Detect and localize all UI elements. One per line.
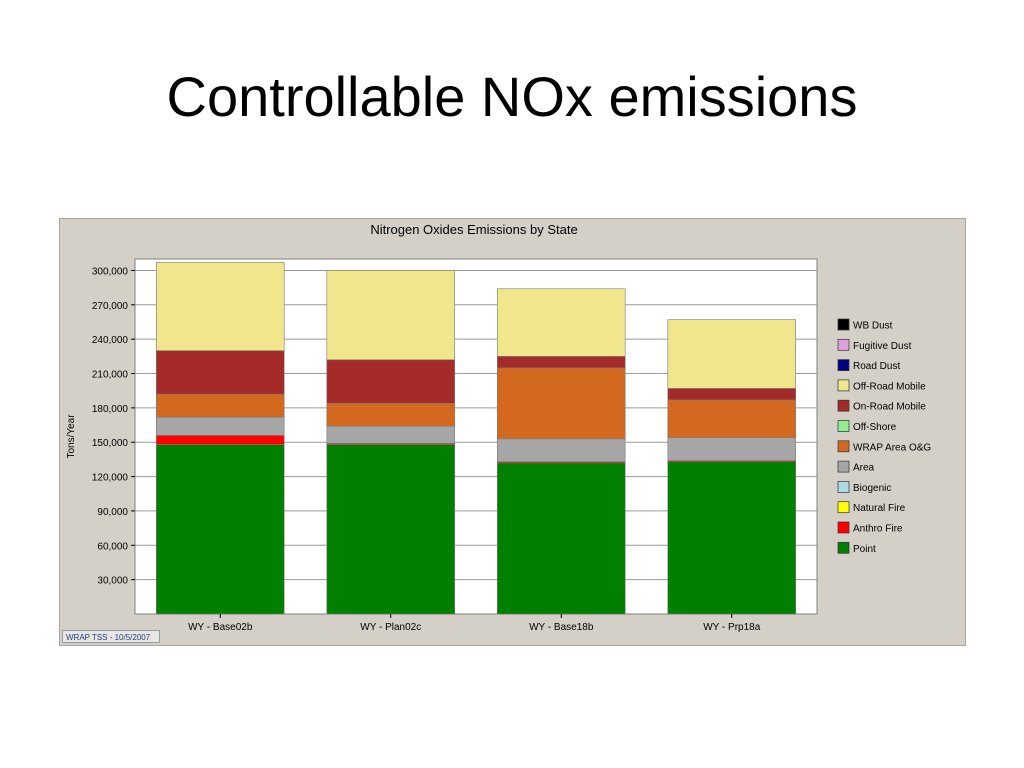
legend-label-point: Point [853, 544, 876, 555]
y-tick-label: 30,000 [97, 576, 128, 587]
y-axis-label: Tons/Year [66, 414, 77, 459]
legend-swatch-point [837, 541, 850, 554]
y-tick-label: 120,000 [92, 473, 129, 484]
bar-on-road-mobile-wy-base02b [156, 350, 285, 395]
y-tick-label: 150,000 [92, 438, 129, 449]
legend-label-fugitive-dust: Fugitive Dust [853, 341, 912, 352]
legend-swatch-road-dust [837, 359, 850, 371]
legend-label-anthro-fire: Anthro Fire [853, 524, 903, 535]
bar-on-road-mobile-wy-base18b [497, 356, 626, 369]
bar-anthro-fire-wy-base02b [156, 435, 285, 445]
bar-wrap-area-oandg-wy-base18b [497, 367, 626, 440]
bar-off-road-mobile-wy-plan02c [326, 270, 455, 361]
bar-point-wy-base18b [497, 462, 626, 615]
bar-area-wy-prp18a [667, 437, 796, 461]
bar-point-wy-plan02c [326, 444, 455, 615]
bar-point-wy-base02b [156, 444, 285, 615]
bar-off-road-mobile-wy-prp18a [667, 319, 796, 389]
legend-swatch-off-road-mobile [837, 379, 850, 392]
bar-area-wy-base18b [497, 438, 626, 462]
bar-point-wy-prp18a [667, 461, 796, 615]
legend-label-road-dust: Road Dust [853, 361, 900, 372]
bar-on-road-mobile-wy-prp18a [667, 388, 796, 401]
slide-title: Controllable NOx emissions [166, 65, 858, 128]
y-tick-label: 210,000 [92, 370, 129, 381]
chart-panel: Nitrogen Oxides Emissions by State 30,000… [59, 218, 966, 646]
legend-label-wb-dust: WB Dust [853, 321, 893, 332]
y-tick-label: 240,000 [92, 335, 129, 346]
bar-wrap-area-oandg-wy-prp18a [667, 399, 796, 438]
legend-label-natural-fire: Natural Fire [853, 503, 906, 514]
legend-label-area: Area [853, 463, 875, 474]
legend-label-biogenic: Biogenic [853, 483, 891, 494]
chart-title: Nitrogen Oxides Emissions by State [370, 222, 577, 237]
legend-swatch-natural-fire [837, 501, 850, 514]
bar-wrap-area-oandg-wy-base02b [156, 393, 285, 418]
bar-off-road-mobile-wy-base02b [156, 262, 285, 351]
x-tick-label: WY - Plan02c [360, 622, 421, 633]
legend-swatch-wrap-area-oandg [837, 440, 850, 453]
y-tick-label: 300,000 [92, 266, 129, 277]
bar-area-wy-base02b [156, 416, 285, 436]
x-tick-label: WY - Prp18a [703, 622, 760, 633]
legend-swatch-fugitive-dust [837, 338, 850, 351]
y-tick-label: 270,000 [92, 301, 129, 312]
legend-swatch-anthro-fire [837, 521, 850, 534]
bar-on-road-mobile-wy-plan02c [326, 359, 455, 404]
x-tick-label: WY - Base02b [188, 622, 253, 633]
legend-swatch-off-shore [837, 420, 850, 432]
bar-wrap-area-oandg-wy-plan02c [326, 402, 455, 427]
legend-swatch-area [837, 460, 850, 473]
bar-off-road-mobile-wy-base18b [497, 288, 626, 357]
legend-label-wrap-area-oandg: WRAP Area O&G [853, 442, 931, 453]
legend-swatch-wb-dust [837, 318, 850, 331]
wrap-tss-stamp: WRAP TSS - 10/5/2007 [62, 630, 160, 643]
x-tick-label: WY - Base18b [529, 622, 594, 633]
legend-label-off-road-mobile: Off-Road Mobile [853, 381, 926, 392]
legend-label-on-road-mobile: On-Road Mobile [853, 402, 926, 413]
bar-area-wy-plan02c [326, 425, 455, 444]
y-tick-label: 180,000 [92, 404, 129, 415]
legend-label-off-shore: Off-Shore [853, 422, 897, 433]
y-tick-label: 90,000 [97, 507, 128, 518]
legend-swatch-biogenic [837, 481, 850, 493]
stacked-bar-chart: Nitrogen Oxides Emissions by State 30,000… [66, 222, 931, 633]
y-tick-label: 60,000 [97, 541, 128, 552]
legend-swatch-on-road-mobile [837, 399, 850, 412]
